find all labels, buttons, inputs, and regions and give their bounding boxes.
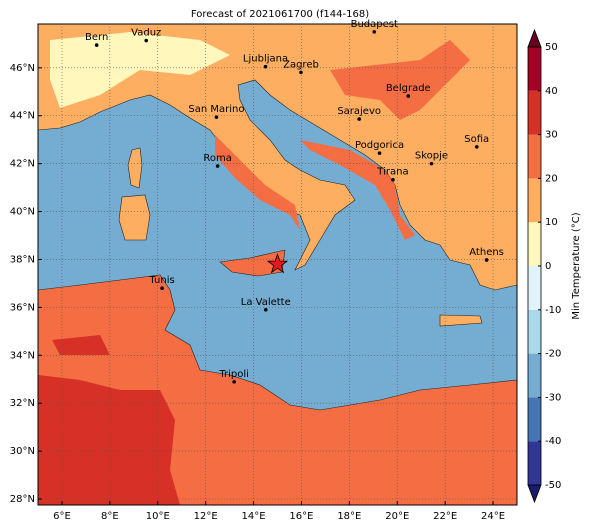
- y-tick-label: 42°N: [10, 159, 35, 170]
- hot-zone-africa: [38, 375, 180, 505]
- city-label: Athens: [469, 247, 504, 258]
- y-tick-label: 40°N: [10, 207, 35, 218]
- city-dot: [372, 30, 377, 34]
- colorbar-band: [528, 397, 541, 442]
- warm-zone-balkans: [330, 40, 470, 120]
- forecast-point-star: [266, 253, 289, 274]
- city-dot: [160, 286, 164, 291]
- colorbar-under: [527, 484, 542, 504]
- graticule: 6°E 8°E 10°E 12°E 14°E 16°E 18°E 20°E 22°E 24°E 28…: [10, 24, 517, 522]
- land-crete: [439, 314, 483, 327]
- city-dot: [214, 115, 219, 119]
- city-label: Tirana: [376, 167, 408, 178]
- city-label: San Marino: [188, 104, 244, 115]
- colorbar-band: [528, 441, 541, 485]
- x-tick-label: 12°E: [194, 511, 218, 522]
- x-tick-label: 20°E: [385, 511, 409, 522]
- y-tick-label: 30°N: [10, 446, 35, 457]
- warm-zone-alps: [50, 32, 230, 108]
- city-dot: [484, 258, 489, 262]
- city-dot: [357, 117, 361, 121]
- colorbar: -50 -40 -30 -20 -10 0 10 20 30 40 50: [527, 28, 561, 504]
- x-tick-label: 10°E: [146, 511, 170, 522]
- city-dot: [474, 145, 479, 149]
- land-sardinia: [118, 194, 151, 241]
- colorbar-tick-label: -10: [545, 305, 561, 316]
- colorbar-tick-label: -50: [545, 480, 561, 491]
- colorbar-tick-label: 30: [545, 130, 558, 141]
- city-label: Skopje: [415, 151, 448, 162]
- colorbar-label: Min Temperature (°C): [571, 212, 582, 319]
- y-tick-label: 34°N: [10, 350, 35, 361]
- colorbar-tick-label: 40: [545, 86, 558, 97]
- city-label: Zagreb: [283, 59, 319, 70]
- city-dot: [299, 70, 303, 75]
- colorbar-tick-label: 10: [545, 217, 558, 228]
- city-label: Budapest: [351, 19, 398, 30]
- x-tick-label: 8°E: [101, 511, 119, 522]
- colorbar-band: [528, 47, 541, 91]
- city-dot: [377, 151, 382, 155]
- city-label: Belgrade: [386, 83, 431, 94]
- city-label: Roma: [203, 153, 232, 164]
- city-dot: [263, 307, 268, 312]
- colorbar-band: [528, 309, 541, 354]
- colorbar-band: [528, 222, 541, 266]
- city-dot: [215, 164, 220, 168]
- city-dot: [429, 161, 434, 166]
- x-tick-label: 18°E: [337, 511, 361, 522]
- x-tick-label: 24°E: [481, 511, 505, 522]
- colorbar-band: [528, 353, 541, 398]
- map-frame: [37, 23, 518, 506]
- city-label: La Valette: [241, 297, 291, 308]
- warm-zone-adriatic: [300, 140, 415, 240]
- y-tick-label: 28°N: [10, 494, 35, 505]
- hot-zone-tunisia: [52, 335, 110, 355]
- x-tick-label: 14°E: [242, 511, 266, 522]
- colorbar-band: [528, 178, 541, 223]
- colorbar-over: [527, 28, 542, 48]
- colorbar-tick-label: 20: [545, 173, 558, 184]
- city-dot: [94, 43, 99, 47]
- x-tick-label: 6°E: [53, 511, 71, 522]
- city-label: Sofia: [464, 134, 489, 145]
- city-label: Podgorica: [355, 140, 404, 151]
- y-tick-label: 44°N: [10, 111, 35, 122]
- city-label: Sarajevo: [337, 106, 381, 117]
- colorbar-tick-label: -20: [545, 349, 561, 360]
- x-tick-label: 16°E: [289, 511, 313, 522]
- city-dot: [406, 94, 411, 98]
- y-tick-label: 46°N: [10, 63, 35, 74]
- y-tick-label: 38°N: [10, 254, 35, 265]
- land-sicily: [219, 249, 286, 277]
- land-corsica: [127, 147, 143, 189]
- x-tick-label: 22°E: [433, 511, 457, 522]
- y-tick-label: 36°N: [10, 302, 35, 313]
- colorbar-tick-label: 0: [545, 261, 551, 272]
- city-label: Vaduz: [131, 28, 161, 39]
- city-dot: [263, 64, 268, 69]
- city-dot: [232, 380, 236, 384]
- colorbar-band: [528, 134, 541, 179]
- city-label: Tripoli: [218, 369, 249, 380]
- city-dot: [391, 177, 395, 182]
- warm-zone-italy: [215, 135, 300, 230]
- city-label: Ljubljana: [243, 54, 288, 65]
- city-dot: [144, 38, 149, 43]
- colorbar-tick-label: 50: [545, 42, 558, 53]
- colorbar-tick-label: -40: [545, 436, 561, 447]
- colorbar-band: [528, 90, 541, 135]
- y-tick-label: 32°N: [10, 398, 35, 409]
- colorbar-band: [528, 266, 541, 310]
- city-label: Bern: [85, 32, 108, 43]
- city-label: Tunis: [148, 275, 174, 286]
- colorbar-tick-label: -30: [545, 392, 561, 403]
- title: Forecast of 2021061700 (f144-168): [191, 9, 369, 20]
